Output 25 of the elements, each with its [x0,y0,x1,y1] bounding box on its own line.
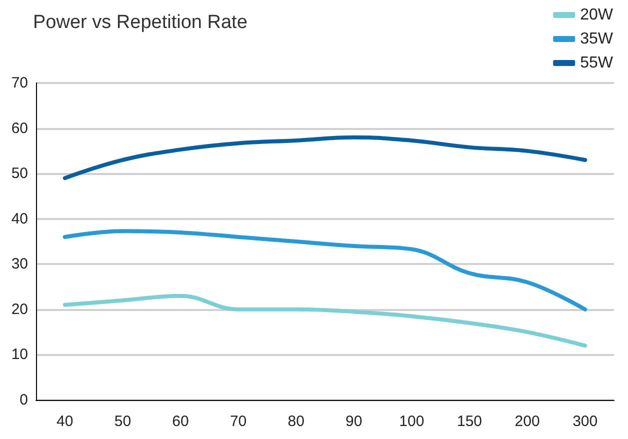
y-tick-label: 50 [11,165,28,182]
y-tick-label: 10 [11,346,28,364]
y-tick-label: 40 [11,210,28,228]
y-tick-label: 60 [11,120,28,137]
x-tick-label: 40 [56,413,74,430]
x-tick-label: 50 [114,413,132,430]
x-tick-label: 100 [399,413,424,430]
line-series [62,294,588,348]
legend-label: 55W [580,54,614,72]
y-tick-label: 30 [11,256,28,273]
x-tick-label: 150 [456,413,482,430]
y-tick-label: 70 [11,74,28,92]
chart-title: Power vs Repetition Rate [33,12,248,33]
x-tick-label: 90 [346,413,362,430]
y-tick-label: 0 [20,392,28,408]
x-tick-label: 200 [514,413,540,430]
x-tick-label: 300 [572,413,598,430]
legend-label: 35W [580,30,614,48]
line-series [62,135,588,180]
x-tick-label: 70 [230,413,247,430]
x-tick-label: 60 [172,413,189,430]
x-tick-label: 80 [288,413,304,430]
y-tick-label: 20 [11,300,28,318]
line-series [62,229,588,312]
legend-label: 20W [580,6,614,24]
